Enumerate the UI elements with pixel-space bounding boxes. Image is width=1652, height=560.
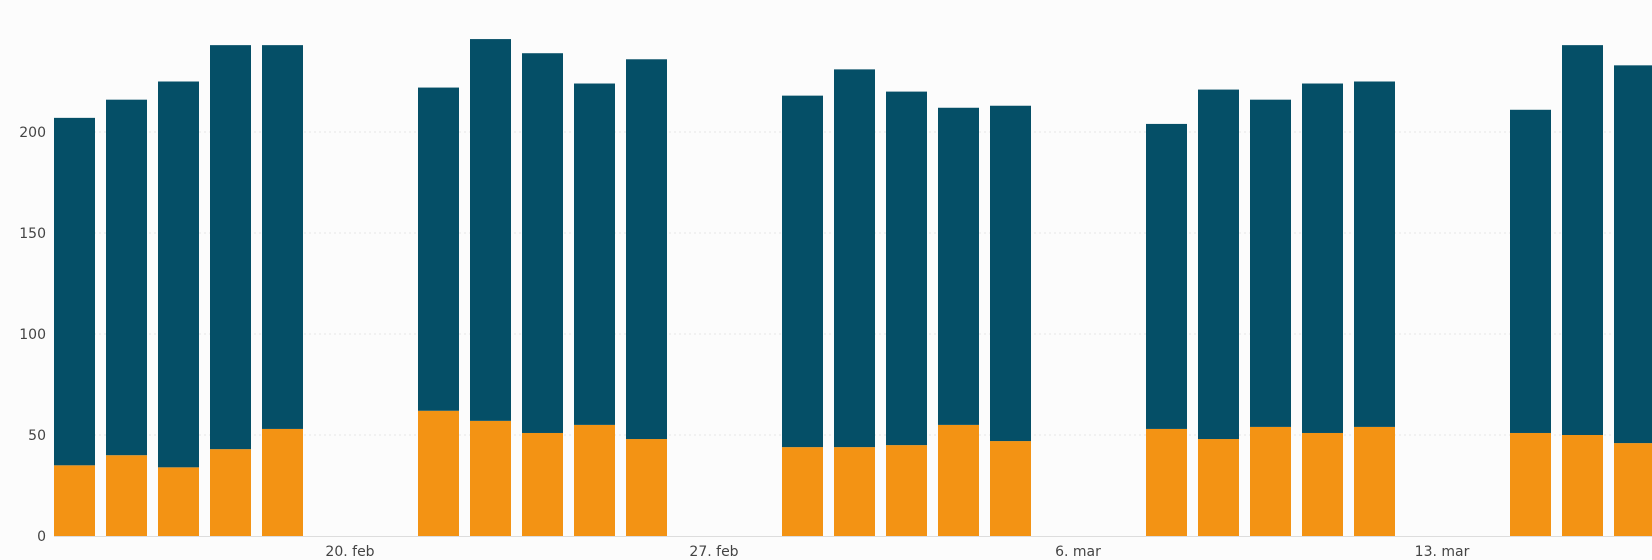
bar-segment-bottom[interactable] xyxy=(1354,426,1395,536)
bar-segment-bottom[interactable] xyxy=(106,455,147,536)
bar-segment-bottom[interactable] xyxy=(210,449,251,536)
x-tick-label: 20. feb xyxy=(325,544,374,560)
bar-segment-top[interactable] xyxy=(262,45,303,429)
bar-segment-bottom[interactable] xyxy=(1146,428,1187,536)
bar-segment-top[interactable] xyxy=(782,95,823,448)
bar-segment-top[interactable] xyxy=(1146,123,1187,429)
bar-segment-bottom[interactable] xyxy=(158,467,199,536)
bar-segment-top[interactable] xyxy=(1250,99,1291,427)
bar-segment-top[interactable] xyxy=(1614,65,1652,444)
bar-segment-bottom[interactable] xyxy=(1250,426,1291,536)
y-tick-label: 200 xyxy=(19,125,46,141)
bar-segment-top[interactable] xyxy=(574,83,615,425)
bar-segment-top[interactable] xyxy=(1510,109,1551,433)
y-tick-label: 0 xyxy=(37,529,46,545)
bar-segment-bottom[interactable] xyxy=(782,447,823,536)
bar-segment-top[interactable] xyxy=(886,91,927,446)
bar-segment-bottom[interactable] xyxy=(886,445,927,536)
bar-segment-bottom[interactable] xyxy=(626,439,667,536)
bar-segment-top[interactable] xyxy=(54,117,95,466)
bar-segment-bottom[interactable] xyxy=(938,424,979,536)
bar-segment-bottom[interactable] xyxy=(1614,443,1652,536)
bar-segment-top[interactable] xyxy=(470,39,511,421)
bar-segment-top[interactable] xyxy=(1562,45,1603,435)
bar-segment-bottom[interactable] xyxy=(834,447,875,536)
bar-segment-top[interactable] xyxy=(106,99,147,456)
y-tick-label: 50 xyxy=(28,428,46,444)
bar-segment-top[interactable] xyxy=(522,53,563,433)
bar-segment-bottom[interactable] xyxy=(470,420,511,536)
bar-segment-top[interactable] xyxy=(1198,89,1239,440)
bar-segment-top[interactable] xyxy=(1354,81,1395,427)
bar-segment-bottom[interactable] xyxy=(1198,439,1239,536)
bar-segment-bottom[interactable] xyxy=(1510,432,1551,536)
bar-segment-top[interactable] xyxy=(210,45,251,450)
x-tick-label: 13. mar xyxy=(1415,544,1470,560)
y-tick-label: 100 xyxy=(19,327,46,343)
bar-segment-top[interactable] xyxy=(990,105,1031,442)
bar-segment-bottom[interactable] xyxy=(1302,432,1343,536)
x-tick-label: 27. feb xyxy=(689,544,738,560)
x-tick-label: 6. mar xyxy=(1055,544,1101,560)
bar-segment-bottom[interactable] xyxy=(574,424,615,536)
bar-segment-bottom[interactable] xyxy=(54,465,95,536)
bar-segment-bottom[interactable] xyxy=(990,441,1031,536)
bar-segment-bottom[interactable] xyxy=(418,410,459,536)
bar-segment-top[interactable] xyxy=(938,107,979,425)
bar-segment-bottom[interactable] xyxy=(522,432,563,536)
bar-segment-top[interactable] xyxy=(834,69,875,448)
y-tick-label: 150 xyxy=(19,226,46,242)
bar-segment-bottom[interactable] xyxy=(1562,435,1603,536)
bar-segment-bottom[interactable] xyxy=(262,428,303,536)
bar-segment-top[interactable] xyxy=(158,81,199,468)
bar-segment-top[interactable] xyxy=(418,87,459,411)
bar-segment-top[interactable] xyxy=(1302,83,1343,433)
bar-segment-top[interactable] xyxy=(626,59,667,440)
